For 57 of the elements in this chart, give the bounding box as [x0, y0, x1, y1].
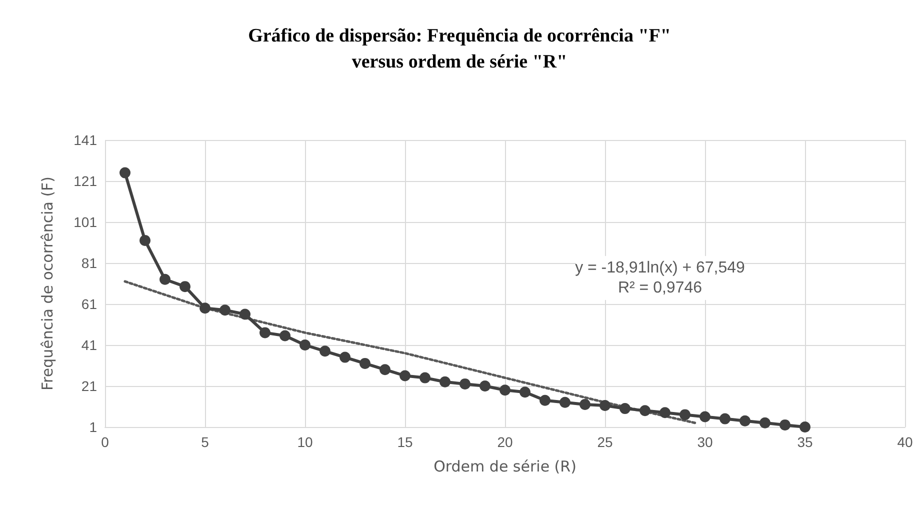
x-tick-label: 10: [297, 434, 313, 450]
x-tick-label: 15: [397, 434, 413, 450]
x-tick-label: 5: [201, 434, 210, 450]
x-tick-label: 20: [497, 434, 513, 450]
point: [580, 398, 590, 410]
y-tick-label: 101: [74, 214, 98, 230]
point: [480, 380, 490, 392]
point: [320, 346, 330, 357]
point: [560, 396, 570, 408]
y-tick-label: 141: [74, 132, 98, 148]
y-tick-label: 21: [81, 378, 98, 394]
x-tick-label: 40: [897, 434, 913, 450]
x-tick-label: 0: [101, 434, 110, 450]
point: [440, 376, 450, 388]
y-tick-label: 81: [81, 255, 98, 271]
x-axis-title: Ordem de série (R): [434, 458, 576, 476]
annotation: R² = 0,9746: [618, 280, 702, 296]
point: [220, 304, 230, 316]
x-tick-label: 30: [697, 434, 713, 450]
point: [180, 281, 190, 292]
point: [640, 405, 650, 416]
point: [120, 167, 130, 178]
point: [720, 413, 730, 424]
point: [260, 327, 270, 338]
point: [400, 370, 410, 382]
point: [760, 417, 770, 428]
point: [540, 394, 550, 406]
point: [740, 415, 750, 426]
point: [340, 352, 350, 363]
point: [360, 358, 370, 369]
point: [680, 409, 690, 420]
point: [460, 378, 470, 390]
point: [300, 340, 310, 350]
annotation: y = -18,91ln(x) + 67,549: [575, 260, 746, 276]
point: [280, 330, 290, 342]
y-tick-label: 1: [89, 419, 98, 435]
point: [660, 407, 670, 418]
point: [620, 403, 630, 414]
point: [140, 234, 150, 246]
point: [780, 419, 790, 430]
point: [380, 364, 390, 376]
point: [240, 308, 250, 320]
point: [520, 386, 530, 398]
chart-title: Gráfico de dispersão: Frequência de ocorrência "F" versus ordem de série "R": [248, 26, 671, 72]
point: [500, 384, 510, 396]
point: [700, 411, 710, 422]
y-tick-label: 41: [81, 337, 98, 353]
point: [600, 400, 610, 411]
y-tick-label: 121: [74, 173, 98, 189]
point: [160, 274, 170, 285]
x-tick-label: 25: [597, 434, 613, 450]
y-axis-title: Frequência de ocorrência (F): [38, 176, 56, 391]
x-tick-label: 35: [797, 434, 813, 450]
point: [420, 372, 430, 384]
point: [200, 302, 210, 314]
point: [800, 422, 810, 432]
y-tick-label: 61: [81, 296, 98, 312]
